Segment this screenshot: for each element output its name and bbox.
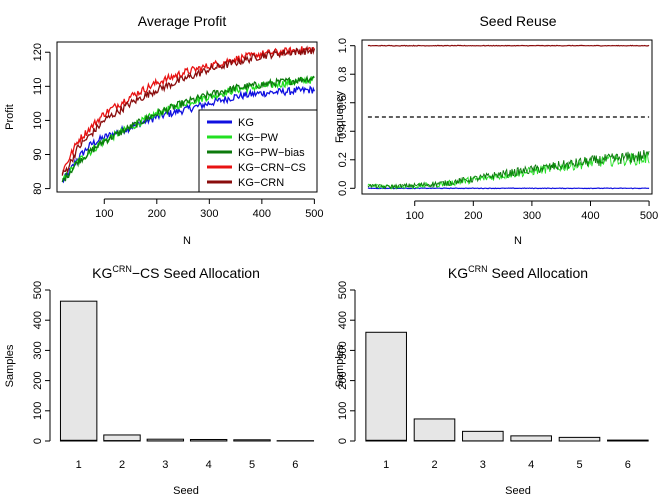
y-tick-label: 300 (32, 341, 44, 359)
bars (60, 301, 313, 441)
bar-overlay (366, 440, 407, 441)
y-tick-label: 120 (32, 43, 44, 61)
chart-title: Average Profit (138, 13, 227, 29)
x-tick-label: 300 (523, 210, 541, 222)
x-tick-label: 6 (292, 459, 298, 471)
kg-crn-cs-seed-allocation-chart: KGCRN−CS Seed Allocation 010020030040050… (4, 264, 314, 497)
bar-overlay (463, 440, 504, 441)
x-tick-label: 200 (148, 208, 166, 220)
x-tick-label: 4 (528, 459, 534, 471)
x-tick-label: 5 (249, 459, 255, 471)
x-tick-label: 400 (253, 208, 271, 220)
x-tick-label: 300 (200, 208, 218, 220)
y-tick-label: 400 (32, 311, 44, 329)
x-tick-label: 5 (576, 459, 582, 471)
x-axis-label: N (183, 235, 191, 247)
x-axis: 1 2 3 4 5 6 (76, 459, 299, 471)
legend: KG KG−PW KG−PW−bias KG−CRN−CS KG−CRN (199, 110, 317, 192)
y-tick-label: 90 (32, 148, 44, 160)
x-tick-label: 500 (640, 210, 658, 222)
x-axis: 100 200 300 400 500 (406, 201, 659, 222)
legend-label: KG−PW (238, 132, 279, 144)
x-tick-label: 2 (119, 459, 125, 471)
x-axis: 100 200 300 400 500 (95, 199, 323, 220)
bar-overlay (60, 440, 96, 441)
y-tick-label: 0.2 (337, 152, 349, 167)
x-tick-label: 400 (581, 210, 599, 222)
y-axis-label: Frequency (334, 91, 346, 143)
bar (511, 436, 552, 441)
x-tick-label: 1 (383, 459, 389, 471)
x-tick-label: 1 (76, 459, 82, 471)
y-tick-label: 0 (32, 438, 44, 444)
legend-label: KG−PW−bias (238, 147, 305, 159)
legend-label: KG−CRN−CS (238, 162, 306, 174)
y-tick-label: 500 (337, 281, 349, 299)
y-tick-label: 110 (32, 78, 44, 96)
legend-label: KG (238, 117, 254, 129)
x-tick-label: 100 (406, 210, 424, 222)
chart-title: Seed Reuse (479, 13, 556, 29)
y-tick-label: 100 (337, 402, 349, 420)
x-tick-label: 3 (162, 459, 168, 471)
y-tick-label: 80 (32, 182, 44, 194)
series-line (368, 45, 649, 46)
series-lines (368, 45, 649, 188)
x-tick-label: 3 (480, 459, 486, 471)
bar-overlay (104, 440, 140, 441)
x-tick-label: 6 (625, 459, 631, 471)
y-tick-label: 500 (32, 281, 44, 299)
bar-overlay (414, 440, 455, 441)
x-tick-label: 4 (206, 459, 212, 471)
x-axis-label: N (514, 235, 522, 247)
x-axis: 1 2 3 4 5 6 (383, 459, 631, 471)
x-tick-label: 2 (431, 459, 437, 471)
y-tick-label: 0.8 (337, 67, 349, 82)
y-axis-label: Profit (4, 104, 16, 130)
x-axis-label: Seed (505, 485, 531, 497)
y-tick-label: 200 (32, 371, 44, 389)
chart-title: KGCRN Seed Allocation (448, 264, 588, 281)
bar-overlay (147, 440, 183, 441)
y-axis: 0 100 200 300 400 500 (32, 281, 50, 444)
y-tick-label: 400 (337, 311, 349, 329)
y-tick-label: 100 (32, 111, 44, 129)
y-axis-label: Samples (4, 344, 16, 387)
bar-overlay (511, 440, 552, 441)
bar (366, 332, 407, 441)
y-tick-label: 0 (337, 438, 349, 444)
x-tick-label: 100 (95, 208, 113, 220)
bar (463, 431, 504, 441)
series-line (368, 150, 649, 188)
bar (414, 419, 455, 441)
bar-overlay (190, 440, 226, 441)
chart-title: KGCRN−CS Seed Allocation (92, 264, 260, 281)
y-axis-label: Samples (334, 344, 346, 387)
y-axis: 80 90 100 110 120 (32, 43, 50, 195)
x-tick-label: 500 (305, 208, 323, 220)
bars (366, 332, 648, 441)
legend-label: KG−CRN (238, 177, 284, 189)
y-tick-label: 100 (32, 402, 44, 420)
bar (60, 301, 96, 441)
y-tick-label: 1.0 (337, 38, 349, 53)
y-tick-label: 0.0 (337, 181, 349, 196)
x-tick-label: 200 (464, 210, 482, 222)
x-axis-label: Seed (173, 485, 199, 497)
average-profit-chart: Average Profit 100 200 300 400 500 80 90 100 11… (4, 13, 324, 247)
bar (559, 437, 600, 441)
